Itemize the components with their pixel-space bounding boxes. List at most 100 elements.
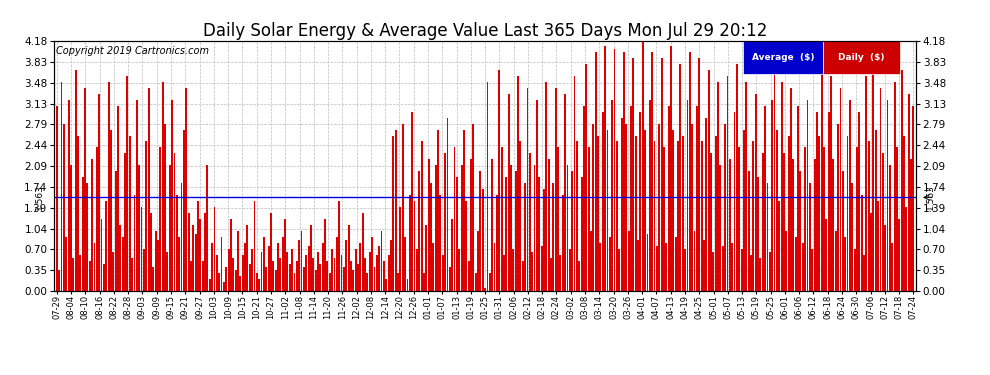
Title: Daily Solar Energy & Average Value Last 365 Days Mon Jul 29 20:12: Daily Solar Energy & Average Value Last … [203,22,767,40]
Bar [623,52,625,291]
Bar [785,231,787,291]
Bar [101,219,102,291]
Bar [366,273,368,291]
Bar [171,100,173,291]
Bar [830,76,832,291]
Bar [524,183,526,291]
Bar [216,255,218,291]
Bar [294,273,295,291]
Bar [291,249,293,291]
Bar [703,240,705,291]
Bar [739,147,741,291]
Bar [541,246,543,291]
Bar [414,201,416,291]
Bar [522,261,524,291]
Bar [903,135,905,291]
Bar [821,64,823,291]
Bar [790,88,792,291]
Bar [486,82,488,291]
Bar [823,147,825,291]
Text: 1.563: 1.563 [926,184,936,210]
Bar [376,255,378,291]
Bar [626,124,628,291]
Bar [161,82,163,291]
Bar [559,255,561,291]
Bar [204,213,206,291]
Bar [581,177,582,291]
Bar [89,261,91,291]
Bar [248,264,250,291]
Bar [766,183,768,291]
Bar [127,76,129,291]
Bar [274,270,276,291]
Bar [894,82,896,291]
Bar [732,243,734,291]
Bar [566,165,568,291]
Bar [440,195,442,291]
Bar [795,237,797,291]
Bar [315,270,317,291]
Bar [230,219,232,291]
Bar [833,159,835,291]
Bar [754,94,756,291]
Bar [369,252,370,291]
Bar [192,225,194,291]
Bar [778,201,780,291]
Bar [887,100,888,291]
Bar [595,52,597,291]
Bar [221,237,223,291]
Bar [383,261,385,291]
Bar [638,240,639,291]
Bar [296,261,298,291]
Bar [715,135,717,291]
Bar [694,231,696,291]
Bar [448,267,450,291]
Bar [308,246,310,291]
Bar [84,88,86,291]
Bar [371,237,373,291]
Bar [663,147,665,291]
Bar [814,159,816,291]
Bar [445,153,446,291]
Bar [320,264,322,291]
Bar [327,261,329,291]
Bar [407,279,409,291]
Bar [776,129,778,291]
Bar [698,58,700,291]
Bar [633,58,635,291]
Bar [152,267,154,291]
Bar [392,135,394,291]
Bar [604,46,606,291]
Bar [573,76,575,291]
Bar [235,270,237,291]
Bar [223,282,225,291]
Bar [242,255,244,291]
Bar [202,261,204,291]
Bar [207,165,208,291]
Bar [228,249,230,291]
Bar [863,255,865,291]
Bar [98,94,100,291]
Bar [491,159,493,291]
Bar [686,100,688,291]
Bar [802,243,804,291]
Bar [875,129,877,291]
Bar [233,258,235,291]
Bar [195,234,197,291]
Bar [501,147,503,291]
Bar [185,88,187,291]
Bar [426,225,428,291]
Bar [67,100,69,291]
Bar [435,165,437,291]
Bar [159,147,161,291]
Bar [759,258,761,291]
Bar [848,100,850,291]
Bar [451,219,453,291]
Bar [390,240,392,291]
Bar [72,258,74,291]
Bar [105,201,107,291]
Bar [870,213,872,291]
Bar [63,124,64,291]
Bar [590,231,592,291]
Bar [58,270,60,291]
